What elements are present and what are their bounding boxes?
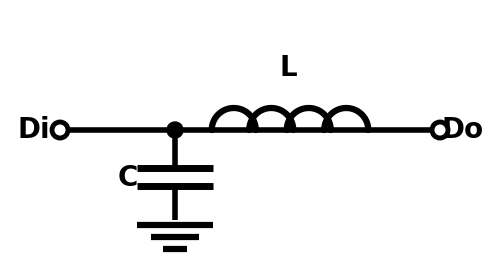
Text: C: C	[118, 164, 138, 192]
Circle shape	[432, 122, 448, 138]
Text: Do: Do	[442, 116, 484, 144]
Text: Di: Di	[18, 116, 51, 144]
Circle shape	[52, 122, 68, 138]
Text: L: L	[279, 54, 297, 82]
Circle shape	[167, 122, 183, 138]
